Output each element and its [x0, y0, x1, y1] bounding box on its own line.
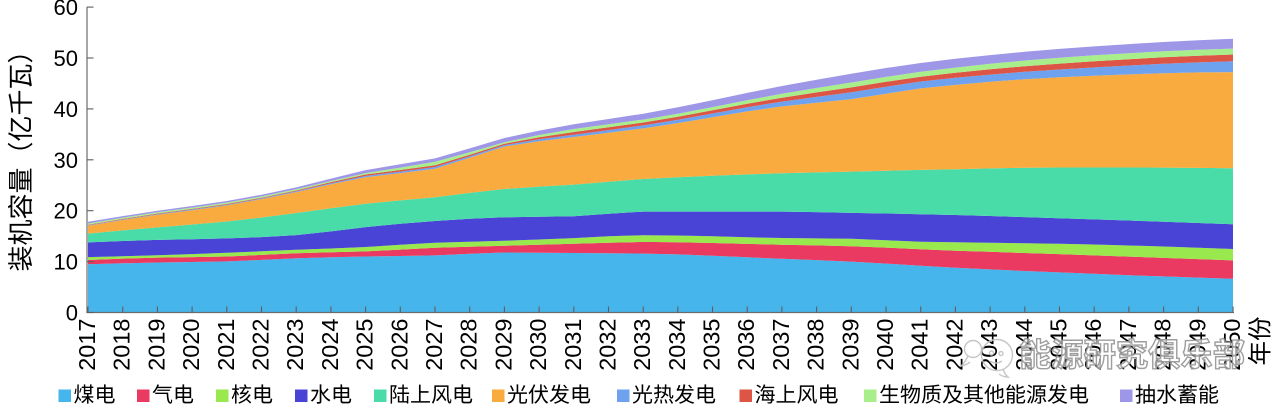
svg-text:30: 30 [54, 148, 78, 173]
svg-text:2037: 2037 [768, 319, 794, 371]
svg-text:50: 50 [54, 46, 78, 71]
svg-text:2021: 2021 [213, 319, 239, 371]
svg-text:2034: 2034 [664, 319, 690, 371]
svg-text:2031: 2031 [560, 319, 586, 371]
svg-text:2023: 2023 [282, 319, 308, 371]
svg-text:2025: 2025 [352, 319, 378, 371]
svg-text:2030: 2030 [525, 319, 551, 371]
svg-text:2041: 2041 [907, 319, 933, 371]
svg-text:2029: 2029 [490, 319, 516, 371]
svg-text:2022: 2022 [248, 319, 274, 371]
svg-text:10: 10 [54, 250, 78, 275]
svg-text:2033: 2033 [629, 319, 655, 371]
svg-text:2018: 2018 [109, 319, 135, 371]
svg-text:2042: 2042 [941, 319, 967, 371]
svg-text:2017: 2017 [74, 319, 100, 371]
svg-text:2019: 2019 [143, 319, 169, 371]
svg-text:2027: 2027 [421, 319, 447, 371]
svg-text:2020: 2020 [178, 319, 204, 371]
svg-text:40: 40 [54, 97, 78, 122]
svg-text:20: 20 [54, 199, 78, 224]
svg-text:2032: 2032 [595, 319, 621, 371]
svg-text:2036: 2036 [733, 319, 759, 371]
svg-text:2026: 2026 [386, 319, 412, 371]
svg-text:2028: 2028 [456, 319, 482, 371]
svg-text:2038: 2038 [803, 319, 829, 371]
svg-text:2024: 2024 [317, 319, 343, 371]
svg-text:2039: 2039 [837, 319, 863, 371]
svg-text:2035: 2035 [699, 319, 725, 371]
svg-text:60: 60 [54, 0, 78, 20]
svg-text:2040: 2040 [872, 319, 898, 371]
svg-text:0: 0 [66, 301, 78, 326]
